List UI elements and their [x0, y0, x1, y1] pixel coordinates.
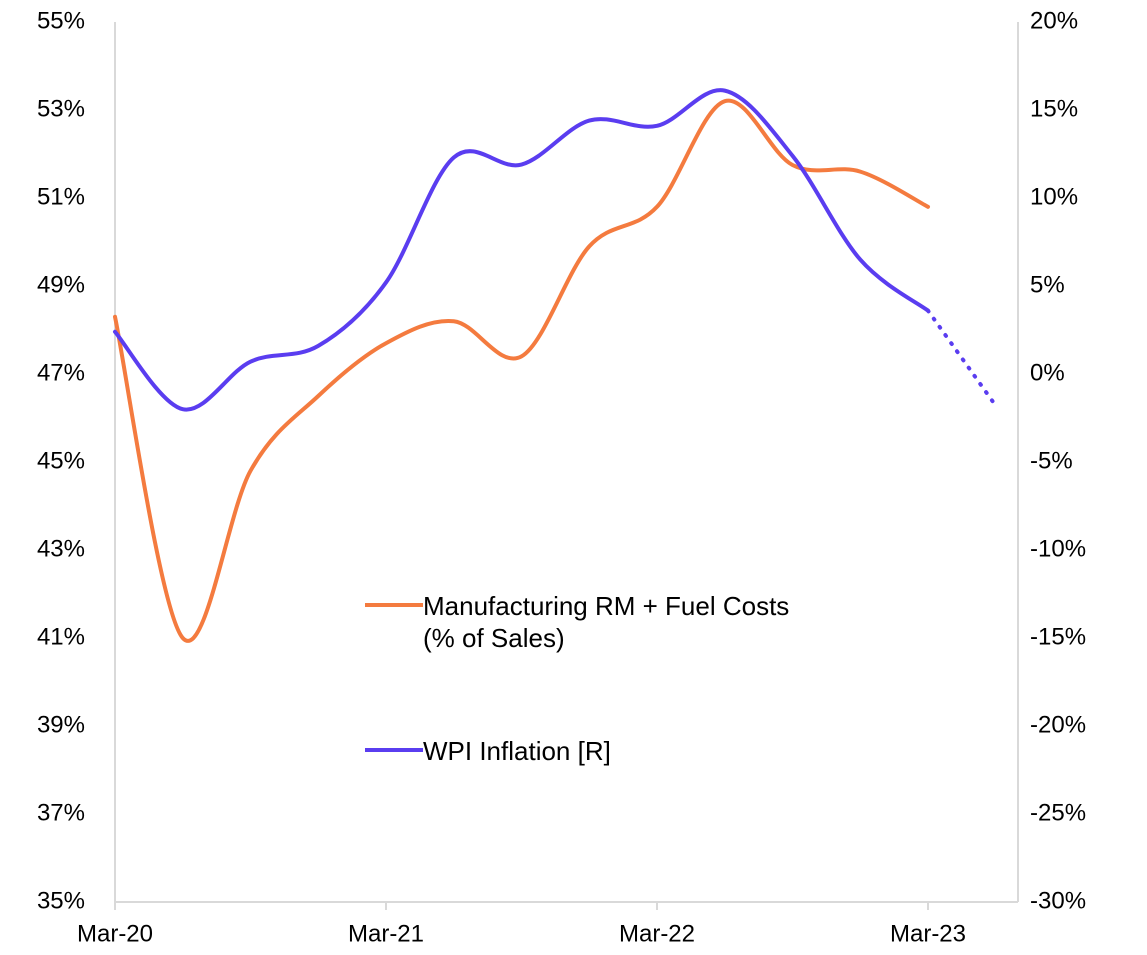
- y-tick-label: 47%: [37, 359, 85, 386]
- y-tick-label: 43%: [37, 535, 85, 562]
- y-tick-label: 37%: [37, 799, 85, 826]
- y-tick-label: 51%: [37, 183, 85, 210]
- y-tick-label: 45%: [37, 447, 85, 474]
- y2-tick-label: 20%: [1030, 7, 1078, 34]
- legend-swatch: [365, 603, 423, 607]
- series-line: [113, 98, 930, 643]
- y2-tick-label: 5%: [1030, 271, 1065, 298]
- y2-tick-label: -5%: [1030, 447, 1073, 474]
- y2-tick-label: -10%: [1030, 535, 1086, 562]
- y-tick-label: 53%: [37, 95, 85, 122]
- y2-tick-label: 15%: [1030, 95, 1078, 122]
- y2-tick-label: 0%: [1030, 359, 1065, 386]
- x-tick-label: Mar-22: [619, 920, 695, 947]
- x-tick-label: Mar-23: [890, 920, 966, 947]
- y2-tick-label: -30%: [1030, 887, 1086, 914]
- legend-label: WPI Inflation [R]: [423, 736, 611, 766]
- y2-tick-label: -20%: [1030, 711, 1086, 738]
- y-tick-label: 41%: [37, 623, 85, 650]
- legend-swatch: [365, 748, 423, 752]
- series-line-dotted: [926, 308, 998, 408]
- y2-tick-label: -25%: [1030, 799, 1086, 826]
- legend-label: Manufacturing RM + Fuel Costs (% of Sale…: [423, 591, 790, 653]
- x-tick-label: Mar-20: [77, 920, 153, 947]
- series-line: [113, 88, 930, 412]
- y2-tick-label: 10%: [1030, 183, 1078, 210]
- y-tick-label: 55%: [37, 7, 85, 34]
- y-tick-label: 35%: [37, 887, 85, 914]
- x-tick-label: Mar-21: [348, 920, 424, 947]
- y-tick-label: 39%: [37, 711, 85, 738]
- y-tick-label: 49%: [37, 271, 85, 298]
- y2-tick-label: -15%: [1030, 623, 1086, 650]
